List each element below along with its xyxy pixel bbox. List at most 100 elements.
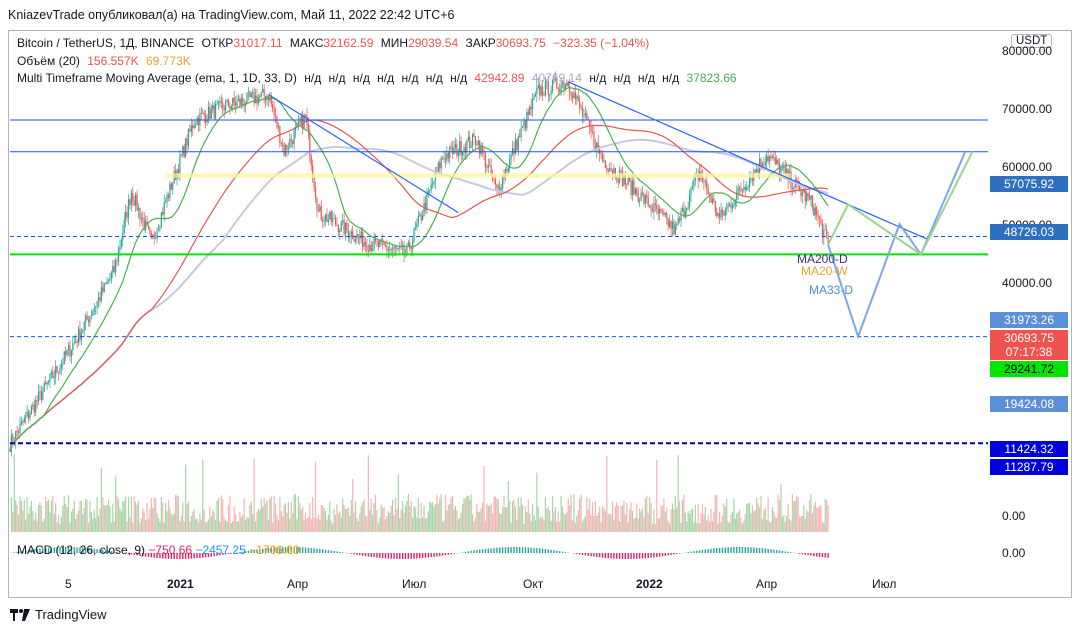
volume-bar xyxy=(40,505,43,532)
candle-body xyxy=(15,430,17,442)
macd-bar xyxy=(364,553,367,557)
volume-bar xyxy=(529,513,531,532)
candle-body xyxy=(536,87,538,95)
candle-body xyxy=(743,187,745,190)
candle-body xyxy=(464,147,467,153)
level-19424: 19424.08 xyxy=(990,396,1068,412)
macd-bar xyxy=(433,553,435,557)
level-11424: 11424.32 xyxy=(990,441,1068,457)
volume-bar xyxy=(643,517,645,532)
volume-bar xyxy=(422,517,424,532)
volume-bar xyxy=(107,499,110,532)
candle-body xyxy=(684,210,686,218)
moving-averages xyxy=(9,87,829,453)
volume-bar xyxy=(718,512,721,532)
candle-body xyxy=(362,231,364,247)
volume-bar xyxy=(724,506,726,532)
candle-body xyxy=(109,278,111,281)
candle-body xyxy=(162,212,164,215)
candle-body xyxy=(500,188,502,192)
volume-bar xyxy=(185,464,187,532)
macd-bar xyxy=(22,550,24,553)
macd-bar xyxy=(202,553,204,558)
volume-bar xyxy=(243,498,245,532)
macd-bar xyxy=(324,549,327,553)
candle-body xyxy=(413,228,415,242)
macd-bar xyxy=(407,553,410,559)
candle-body xyxy=(614,167,616,178)
candle-body xyxy=(741,189,744,192)
volume-bar xyxy=(269,498,271,532)
macd-bar xyxy=(159,553,161,559)
candle-body xyxy=(389,249,391,251)
volume-bar xyxy=(202,459,204,532)
candle-body xyxy=(546,81,548,82)
volume-bar xyxy=(486,503,488,532)
candle-body xyxy=(573,92,575,99)
volume-bar xyxy=(768,522,771,532)
volume-bar xyxy=(737,512,739,532)
volume-bar xyxy=(808,500,811,532)
currency-badge[interactable]: USDT xyxy=(1011,34,1053,48)
volume-bar xyxy=(494,496,497,532)
volume-bar xyxy=(514,506,517,532)
volume-bar xyxy=(263,498,265,532)
macd-bar xyxy=(650,553,652,558)
volume-bar xyxy=(97,516,100,532)
volume-bar xyxy=(730,514,732,532)
volume-bar xyxy=(490,503,492,532)
volume-bar xyxy=(323,507,325,532)
volume-bar xyxy=(650,503,652,532)
volume-bar xyxy=(589,498,591,532)
volume-bar xyxy=(763,509,765,532)
candle-body xyxy=(527,111,529,116)
macd-bar xyxy=(64,547,67,553)
candle-body xyxy=(339,230,341,233)
volume-bar xyxy=(377,523,379,532)
volume-bar xyxy=(649,497,651,532)
candle-body xyxy=(47,381,50,383)
ma33-line xyxy=(9,87,829,452)
volume-bar xyxy=(720,522,722,532)
volume-bar xyxy=(59,523,61,532)
volume-bar xyxy=(183,521,185,532)
candle-body xyxy=(274,114,277,116)
volume-bar xyxy=(581,521,584,532)
volume-bar xyxy=(426,517,428,532)
macd-bar xyxy=(538,548,541,553)
high-label: МАКС xyxy=(289,36,324,50)
y-tick-60000: 60000.00 xyxy=(1002,160,1053,174)
candle-body xyxy=(443,157,445,159)
volume-bar xyxy=(129,517,131,532)
volume-bar xyxy=(360,506,362,532)
candle-body xyxy=(620,170,622,172)
candle-body xyxy=(778,164,781,175)
macd-bar xyxy=(90,548,93,553)
candle-body xyxy=(721,209,724,214)
candle-body xyxy=(27,411,30,419)
macd-bar xyxy=(244,551,247,553)
volume-bar xyxy=(282,516,284,532)
candle-body xyxy=(372,248,374,251)
macd-value-3: −1706.60 xyxy=(249,543,300,557)
volume-bar xyxy=(384,519,387,532)
macd-bar xyxy=(396,553,398,559)
volume-bar xyxy=(546,508,548,532)
macd-bar xyxy=(479,549,481,553)
volume-bar xyxy=(460,512,462,532)
volume-bar xyxy=(92,518,94,532)
volume-bar xyxy=(219,521,221,532)
candle-body xyxy=(90,315,92,317)
volume-bar xyxy=(217,497,220,532)
volume-bar xyxy=(140,518,142,532)
candle-body xyxy=(449,146,451,159)
candle-body xyxy=(774,157,776,165)
macd-bar xyxy=(561,551,564,553)
volume-bar xyxy=(481,502,484,532)
macd-bar xyxy=(519,547,521,553)
volume-bar xyxy=(69,522,71,532)
macd-bar xyxy=(30,549,33,553)
volume-bar xyxy=(296,519,298,532)
tradingview-footer[interactable]: TradingView xyxy=(10,607,107,622)
